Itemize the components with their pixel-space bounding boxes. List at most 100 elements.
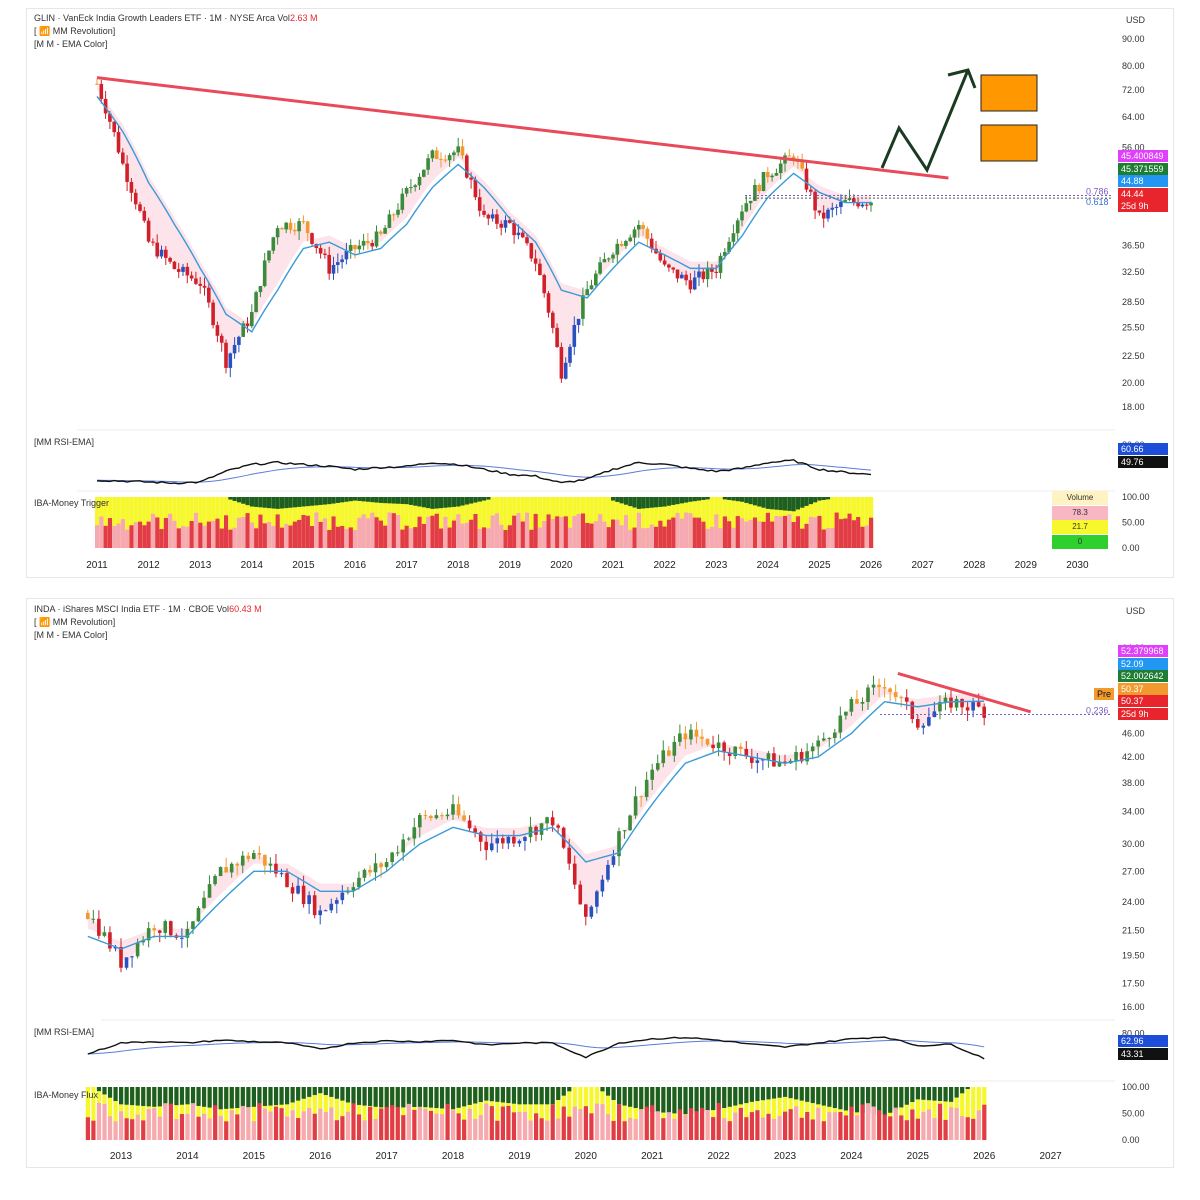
money-bar: [619, 525, 624, 548]
money-bar: [615, 519, 620, 548]
money-bar: [387, 512, 392, 548]
money-bar: [542, 521, 547, 548]
money-bar: [396, 497, 401, 504]
money-bar: [477, 497, 482, 548]
money-bar: [439, 1087, 445, 1109]
candle: [938, 701, 942, 712]
candle: [589, 285, 594, 290]
inda-indicator-mm-revolution[interactable]: [ 📶 MM Revolution]: [34, 617, 116, 627]
money-bar: [893, 1087, 898, 1111]
money-bar: [246, 1107, 251, 1140]
money-bar: [915, 1087, 920, 1140]
candle: [473, 828, 477, 833]
year-tick: 2014: [176, 1151, 199, 1162]
money-bar: [658, 497, 663, 507]
money-bar: [430, 515, 435, 548]
glin-symbol-line[interactable]: GLIN · VanEck India Growth Leaders ETF ·…: [34, 13, 318, 23]
money-bar: [641, 497, 646, 548]
money-bar: [400, 497, 405, 548]
money-bar: [594, 1103, 600, 1140]
money-bar: [267, 497, 272, 509]
money-bar: [982, 1104, 987, 1140]
candle: [683, 733, 688, 740]
price-tick: 56.00: [1122, 142, 1145, 152]
money-bar: [783, 497, 788, 511]
money-bar: [262, 497, 267, 548]
money-bar: [740, 497, 745, 502]
money-bar: [893, 1107, 898, 1140]
candle: [235, 863, 239, 866]
money-bar: [190, 1103, 196, 1140]
money-bar: [662, 497, 667, 507]
money-bar: [285, 1116, 290, 1140]
money-bar: [568, 527, 573, 548]
candle: [387, 214, 392, 228]
candle: [245, 323, 250, 327]
candle: [473, 179, 478, 198]
candle: [445, 814, 450, 817]
candle: [406, 838, 411, 840]
candle: [546, 293, 551, 313]
money-bar: [495, 1087, 500, 1140]
money-bar: [641, 497, 646, 509]
candle: [700, 736, 704, 739]
money-bar: [854, 1087, 860, 1113]
money-bar: [163, 1103, 168, 1140]
money-bar: [116, 523, 121, 548]
candle: [108, 932, 112, 949]
money-bar: [404, 497, 409, 548]
money-bar: [545, 1087, 550, 1105]
candle: [185, 928, 190, 938]
money-bar: [550, 518, 555, 548]
money-bar: [537, 497, 543, 548]
candle: [125, 163, 129, 182]
candle: [606, 864, 610, 880]
projection-arrow: [880, 69, 970, 174]
money-bar: [318, 521, 323, 548]
year-tick: 2013: [110, 1151, 133, 1162]
candle: [778, 163, 783, 174]
inda-chart[interactable]: 0.236 64.0046.0042.0038.0034.0030.0027.0…: [0, 590, 1200, 1190]
money-bar: [232, 497, 237, 548]
candle: [960, 699, 964, 708]
money-bar: [146, 521, 151, 548]
money-bar: [838, 1112, 843, 1140]
candle: [135, 942, 140, 957]
inda-indicator-ema-color[interactable]: [M M - EMA Color]: [34, 630, 108, 640]
money-bar: [506, 1087, 511, 1104]
money-bar: [348, 497, 353, 548]
candle: [581, 295, 585, 319]
money-bar: [334, 1120, 339, 1140]
money-bar: [297, 497, 302, 507]
candle: [755, 760, 760, 763]
candle: [800, 161, 804, 169]
price-tick: 28.50: [1122, 297, 1145, 307]
candle: [888, 688, 892, 693]
money-scale: 0.00: [1122, 543, 1140, 553]
money-bar: [275, 497, 280, 509]
candle: [157, 930, 162, 933]
candle: [218, 867, 223, 876]
inda-symbol-line[interactable]: INDA · iShares MSCI India ETF · 1M · CBO…: [34, 604, 262, 614]
glin-indicator-mm-revolution[interactable]: [ 📶 MM Revolution]: [34, 26, 116, 36]
money-bar: [503, 497, 508, 548]
candle: [617, 831, 621, 857]
money-bar: [655, 1111, 660, 1140]
price-tick: 30.00: [1122, 839, 1145, 849]
money-bar: [771, 1087, 777, 1140]
money-bar: [810, 1087, 815, 1140]
money-bar: [421, 497, 426, 508]
money-bar: [517, 1111, 522, 1140]
candle: [246, 855, 251, 859]
rsi-ema-line: [87, 1039, 985, 1055]
money-bar: [159, 529, 164, 548]
money-bar: [224, 1087, 229, 1109]
money-bar: [795, 497, 801, 510]
glin-indicator-ema-color[interactable]: [M M - EMA Color]: [34, 39, 108, 49]
money-bar: [157, 1087, 162, 1107]
money-bar: [168, 1087, 173, 1106]
candle: [366, 240, 370, 243]
money-bar: [91, 1120, 96, 1140]
money-bar: [522, 1111, 528, 1140]
